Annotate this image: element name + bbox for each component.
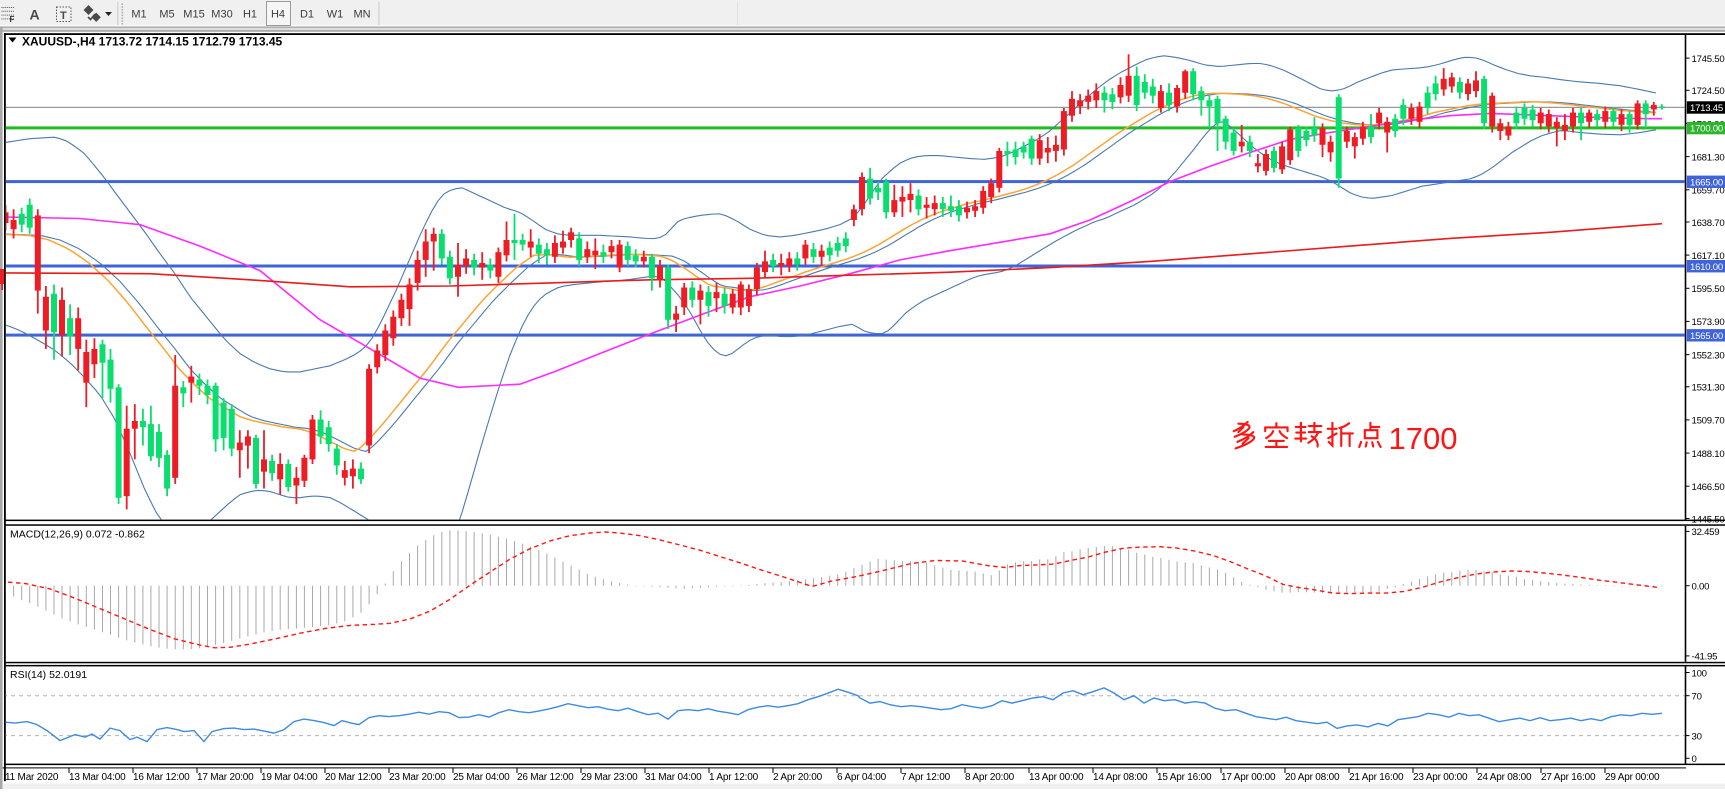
svg-text:29 Mar 23:00: 29 Mar 23:00 [581,772,638,783]
svg-text:13 Mar 04:00: 13 Mar 04:00 [69,772,126,783]
svg-text:1565.00: 1565.00 [1690,331,1723,342]
svg-text:1445.50: 1445.50 [1692,514,1725,525]
svg-text:23 Mar 20:00: 23 Mar 20:00 [389,772,446,783]
svg-text:7 Apr 12:00: 7 Apr 12:00 [901,772,951,783]
svg-text:23 Apr 00:00: 23 Apr 00:00 [1413,772,1468,783]
svg-text:A: A [30,7,40,23]
svg-text:1745.50: 1745.50 [1692,54,1725,65]
svg-text:W1: W1 [327,9,344,21]
svg-text:1659.70: 1659.70 [1692,186,1725,197]
svg-text:H1: H1 [243,9,257,21]
svg-text:M5: M5 [159,9,174,21]
svg-text:11 Mar 2020: 11 Mar 2020 [5,772,59,783]
svg-text:24 Apr 08:00: 24 Apr 08:00 [1477,772,1532,783]
svg-text:1681.30: 1681.30 [1692,152,1725,163]
svg-text:17 Apr 00:00: 17 Apr 00:00 [1221,772,1276,783]
svg-text:D1: D1 [300,9,314,21]
svg-text:26 Mar 12:00: 26 Mar 12:00 [517,772,574,783]
svg-text:70: 70 [1692,692,1702,703]
svg-text:8 Apr 20:00: 8 Apr 20:00 [965,772,1015,783]
svg-text:14 Apr 08:00: 14 Apr 08:00 [1093,772,1148,783]
svg-text:27 Apr 16:00: 27 Apr 16:00 [1541,772,1596,783]
svg-text:21 Apr 16:00: 21 Apr 16:00 [1349,772,1404,783]
svg-text:1713.45: 1713.45 [1690,103,1723,114]
svg-text:2 Apr 20:00: 2 Apr 20:00 [773,772,823,783]
svg-text:0.00: 0.00 [1692,582,1710,593]
svg-text:17 Mar 20:00: 17 Mar 20:00 [197,772,254,783]
svg-text:1700: 1700 [1389,421,1458,456]
svg-text:1700.00: 1700.00 [1690,124,1723,135]
svg-text:6 Apr 04:00: 6 Apr 04:00 [837,772,887,783]
svg-text:1595.50: 1595.50 [1692,284,1725,295]
svg-text:1509.70: 1509.70 [1692,416,1725,427]
svg-text:20 Apr 08:00: 20 Apr 08:00 [1285,772,1340,783]
svg-text:1724.50: 1724.50 [1692,86,1725,97]
svg-text:19 Mar 04:00: 19 Mar 04:00 [261,772,318,783]
svg-text:1531.30: 1531.30 [1692,383,1725,394]
svg-text:29 Apr 00:00: 29 Apr 00:00 [1605,772,1660,783]
svg-text:31 Mar 04:00: 31 Mar 04:00 [645,772,702,783]
svg-text:25 Mar 04:00: 25 Mar 04:00 [453,772,510,783]
svg-text:1552.30: 1552.30 [1692,350,1725,361]
svg-text:100: 100 [1692,668,1707,679]
svg-text:M30: M30 [211,9,232,21]
svg-text:M15: M15 [183,9,204,21]
svg-text:20 Mar 12:00: 20 Mar 12:00 [325,772,382,783]
svg-text:1573.90: 1573.90 [1692,317,1725,328]
svg-text:1617.10: 1617.10 [1692,251,1725,262]
svg-text:32.459: 32.459 [1692,527,1720,538]
svg-text:1665.00: 1665.00 [1690,177,1723,188]
svg-text:13 Apr 00:00: 13 Apr 00:00 [1029,772,1084,783]
svg-text:M1: M1 [131,9,146,21]
svg-text:MACD(12,26,9) 0.072 -0.862: MACD(12,26,9) 0.072 -0.862 [10,529,145,541]
svg-text:1638.70: 1638.70 [1692,218,1725,229]
svg-text:16 Mar 12:00: 16 Mar 12:00 [133,772,190,783]
svg-text:-41.95: -41.95 [1692,652,1718,663]
svg-text:1466.50: 1466.50 [1692,482,1725,493]
svg-text:T: T [60,10,67,22]
svg-text:1 Apr 12:00: 1 Apr 12:00 [709,772,759,783]
svg-text:F: F [10,15,15,24]
svg-text:XAUUSD-,H4 1713.72 1714.15 17: XAUUSD-,H4 1713.72 1714.15 1712.79 1713.… [22,35,283,49]
svg-text:1488.10: 1488.10 [1692,449,1725,460]
svg-text:H4: H4 [271,9,285,21]
svg-text:15 Apr 16:00: 15 Apr 16:00 [1157,772,1212,783]
svg-text:0: 0 [1692,754,1697,765]
svg-text:MN: MN [353,9,370,21]
svg-text:1610.00: 1610.00 [1690,262,1723,273]
svg-text:30: 30 [1692,731,1702,742]
svg-text:RSI(14) 52.0191: RSI(14) 52.0191 [10,669,87,681]
